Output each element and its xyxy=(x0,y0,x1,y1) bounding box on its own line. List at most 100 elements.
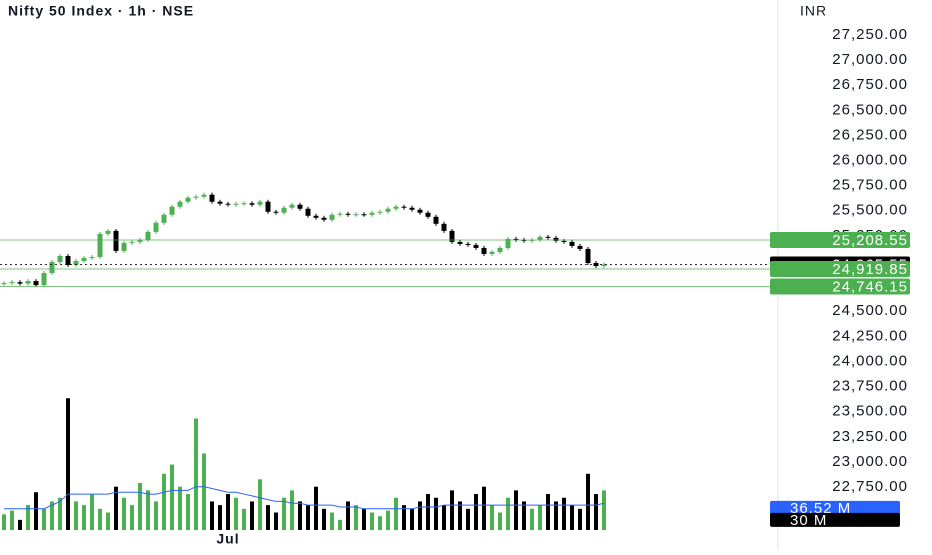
candle-body xyxy=(353,214,359,216)
candle-body xyxy=(401,206,407,208)
volume-bar xyxy=(106,512,110,530)
volume-bar xyxy=(402,505,406,530)
volume-bar xyxy=(370,512,374,530)
candle-body xyxy=(577,245,583,249)
volume-bar xyxy=(322,508,326,530)
volume-bar xyxy=(594,494,598,530)
y-tick-label: 23,500.00 xyxy=(832,403,908,420)
price-badge xyxy=(770,261,910,278)
volume-bar xyxy=(330,512,334,530)
candle-body xyxy=(545,236,551,238)
volume-bar xyxy=(290,490,294,530)
candle-body xyxy=(561,240,567,242)
volume-bar xyxy=(538,505,542,530)
volume-badge-label: 36.52 M xyxy=(790,500,851,517)
candle-body xyxy=(481,247,487,254)
candle-body xyxy=(361,214,367,216)
candle-body xyxy=(337,213,343,215)
candle-body xyxy=(105,230,111,234)
volume-bar xyxy=(378,516,382,530)
candle-body xyxy=(177,201,183,207)
volume-bar xyxy=(10,510,14,530)
volume-bar xyxy=(138,483,142,530)
volume-badge xyxy=(770,512,900,527)
volume-bar xyxy=(586,473,590,530)
volume-bar xyxy=(570,505,574,530)
candle-body xyxy=(73,260,79,266)
candle-body xyxy=(441,223,447,231)
volume-bar xyxy=(146,490,150,530)
candle-body xyxy=(113,230,119,251)
candle-body xyxy=(449,230,455,242)
y-tick-label: 23,750.00 xyxy=(832,378,908,395)
volume-bar xyxy=(282,497,286,530)
candle-body xyxy=(489,251,495,254)
candle-body xyxy=(17,282,23,284)
candle-body xyxy=(497,247,503,252)
candle-body xyxy=(81,257,87,261)
y-tick-label: 24,000.00 xyxy=(832,352,908,369)
candle-body xyxy=(33,281,39,286)
volume-bar xyxy=(218,505,222,530)
price-badge-label: 24,746.15 xyxy=(832,278,908,295)
candle-body xyxy=(233,203,239,205)
candle-body xyxy=(225,203,231,205)
volume-bar xyxy=(42,508,46,530)
candle-body xyxy=(1,283,7,285)
volume-bar xyxy=(26,505,30,530)
y-tick-label: 27,250.00 xyxy=(832,26,908,43)
volume-bar xyxy=(498,512,502,530)
volume-bar xyxy=(18,519,22,530)
volume-bar xyxy=(314,486,318,530)
candle-body xyxy=(121,242,127,251)
candle-body xyxy=(465,243,471,245)
candle-body xyxy=(161,214,167,223)
x-tick-label: Jul xyxy=(216,531,239,547)
candle-body xyxy=(409,207,415,210)
volume-bar xyxy=(562,497,566,530)
candle-body xyxy=(217,201,223,204)
candle-body xyxy=(513,238,519,240)
candle-body xyxy=(145,231,151,240)
volume-bar xyxy=(74,501,78,530)
y-tick-label: 22,750.00 xyxy=(832,478,908,495)
candle-body xyxy=(457,241,463,244)
volume-bar xyxy=(242,508,246,530)
volume-bar xyxy=(58,497,62,530)
volume-bar xyxy=(338,519,342,530)
volume-bar xyxy=(490,505,494,530)
candle-body xyxy=(385,208,391,212)
volume-bar xyxy=(346,501,350,530)
volume-bar xyxy=(426,494,430,530)
volume-bar xyxy=(506,497,510,530)
candle-body xyxy=(257,201,263,205)
candle-body xyxy=(65,255,71,266)
candle-body xyxy=(505,238,511,248)
volume-bar xyxy=(466,508,470,530)
candle-body xyxy=(89,256,95,258)
volume-bar xyxy=(442,505,446,530)
candle-body xyxy=(601,264,607,267)
volume-bar xyxy=(546,494,550,530)
volume-bar xyxy=(186,494,190,530)
candle-body xyxy=(377,211,383,213)
y-tick-label: 26,750.00 xyxy=(832,76,908,93)
candle-body xyxy=(49,261,55,274)
volume-bar xyxy=(234,497,238,530)
candle-body xyxy=(473,244,479,248)
volume-badge xyxy=(770,500,900,515)
volume-bar xyxy=(90,494,94,530)
volume-bar xyxy=(474,494,478,530)
currency: INR xyxy=(800,3,827,19)
candle-body xyxy=(137,239,143,242)
candle-body xyxy=(345,213,351,215)
y-tick-label: 26,000.00 xyxy=(832,151,908,168)
volume-bar xyxy=(418,501,422,530)
candle-body xyxy=(569,241,575,246)
candle-body xyxy=(241,203,247,205)
candle-body xyxy=(329,214,335,220)
candle-body xyxy=(305,208,311,216)
candle-body xyxy=(201,194,207,197)
volume-badge-label: 30 M xyxy=(790,512,827,529)
